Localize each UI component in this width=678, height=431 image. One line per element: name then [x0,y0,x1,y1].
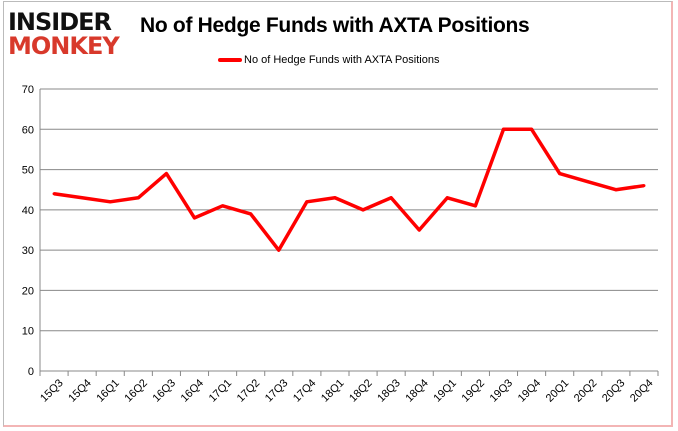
insider-monkey-logo: INSIDER MONKEY [8,8,128,60]
legend-label: No of Hedge Funds with AXTA Positions [244,54,440,66]
data-point [80,196,84,200]
x-tick-label: 18Q4 [403,377,431,405]
data-point [586,180,590,184]
legend-swatch [218,58,242,62]
data-point [389,196,393,200]
y-tick-label: 0 [28,366,34,378]
y-tick-label: 40 [22,205,34,217]
y-tick-label: 50 [22,165,34,177]
data-point [108,200,112,204]
y-tick-label: 30 [22,245,34,257]
x-tick-label: 18Q3 [375,377,403,405]
y-tick-label: 20 [22,285,34,297]
x-tick-label: 20Q2 [572,377,600,405]
x-tick-label: 20Q3 [600,377,628,405]
data-point [530,127,534,131]
data-point [333,196,337,200]
data-point [558,172,562,176]
x-tick-label: 16Q2 [122,377,150,405]
y-tick-label: 10 [22,326,34,338]
x-tick-label: 20Q1 [544,377,572,405]
data-point [445,196,449,200]
data-point [221,204,225,208]
logo-line2: MONKEY [8,32,120,60]
x-tick-label: 17Q4 [291,377,319,405]
x-tick-label: 19Q1 [431,377,459,405]
data-point [249,212,253,216]
series-line [53,127,645,252]
y-tick-label: 60 [22,124,34,136]
y-tick-label: 70 [22,84,34,96]
x-tick-label: 15Q4 [66,377,94,405]
x-tick-label: 16Q1 [94,377,122,405]
x-tick-label: 17Q2 [235,377,263,405]
data-point [136,196,140,200]
data-point [277,248,281,252]
x-tick-label: 15Q3 [38,377,66,405]
data-point [473,204,477,208]
x-tick-label: 18Q2 [347,377,375,405]
x-tick-label: 19Q4 [516,377,544,405]
data-point [642,184,646,188]
data-point [361,208,365,212]
chart-frame [3,1,673,427]
x-tick-label: 18Q1 [319,377,347,405]
x-tick-label: 19Q3 [488,377,516,405]
x-tick-label: 19Q2 [460,377,488,405]
data-point [52,192,56,196]
logo-line1: INSIDER [8,8,112,36]
data-point [305,200,309,204]
x-tick-label: 17Q3 [263,377,291,405]
chart-title: No of Hedge Funds with AXTA Positions [140,14,530,37]
data-point [502,127,505,131]
data-point [417,228,421,232]
data-point [614,188,618,192]
x-tick-label: 17Q1 [207,377,235,405]
x-tick-label: 20Q4 [628,377,656,405]
data-point [164,172,168,176]
x-tick-label: 16Q4 [179,377,207,405]
x-tick-label: 16Q3 [151,377,179,405]
legend: No of Hedge Funds with AXTA Positions [218,54,439,66]
data-point [193,216,196,220]
